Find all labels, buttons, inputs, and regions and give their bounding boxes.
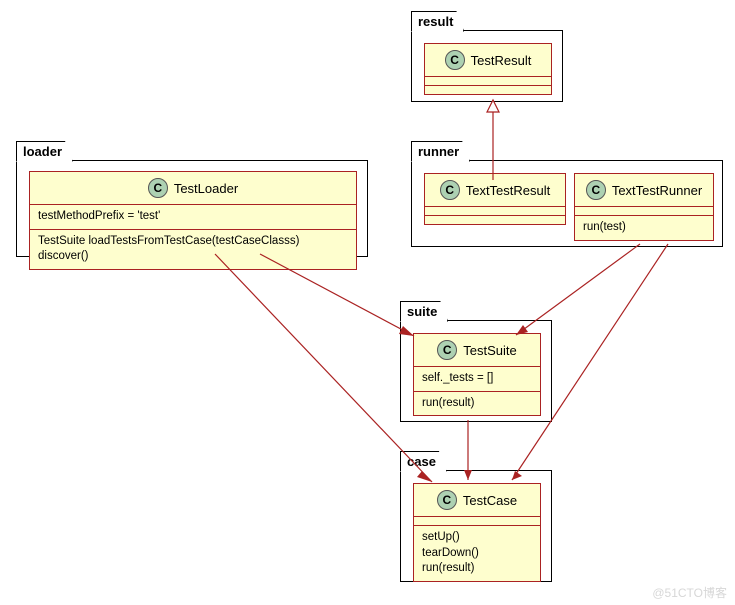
package-case: case C TestCase setUp() tearDown() run(r… xyxy=(400,470,552,582)
package-runner: runner C TextTestResult C TextTestRunner… xyxy=(411,160,723,247)
method: setUp() xyxy=(422,530,532,546)
package-tab: result xyxy=(411,11,464,32)
package-tab: suite xyxy=(400,301,448,322)
class-icon: C xyxy=(437,490,457,510)
class-section-empty xyxy=(425,86,551,94)
class-texttestresult: C TextTestResult xyxy=(424,173,566,225)
class-header: C TestSuite xyxy=(414,334,540,367)
package-loader: loader C TestLoader testMethodPrefix = '… xyxy=(16,160,368,257)
class-attrs: self._tests = [] xyxy=(414,367,540,392)
method: run(result) xyxy=(422,561,532,577)
class-header: C TextTestRunner xyxy=(575,174,713,207)
watermark: @51CTO博客 xyxy=(652,584,727,601)
package-result: result C TestResult xyxy=(411,30,563,102)
class-testloader: C TestLoader testMethodPrefix = 'test' T… xyxy=(29,171,357,270)
package-tab: runner xyxy=(411,141,470,162)
method: tearDown() xyxy=(422,546,532,562)
class-texttestrunner: C TextTestRunner run(test) xyxy=(574,173,714,241)
class-methods: run(result) xyxy=(414,392,540,416)
method: discover() xyxy=(38,249,348,265)
class-name: TestCase xyxy=(463,493,517,508)
class-icon: C xyxy=(148,178,168,198)
package-tab: case xyxy=(400,451,447,472)
class-header: C TestLoader xyxy=(30,172,356,205)
class-testresult: C TestResult xyxy=(424,43,552,95)
class-header: C TestCase xyxy=(414,484,540,517)
class-icon: C xyxy=(440,180,460,200)
class-name: TestLoader xyxy=(174,181,238,196)
class-testsuite: C TestSuite self._tests = [] run(result) xyxy=(413,333,541,416)
class-testcase: C TestCase setUp() tearDown() run(result… xyxy=(413,483,541,582)
class-header: C TestResult xyxy=(425,44,551,77)
class-section-empty xyxy=(425,216,565,224)
relationship-arrows xyxy=(0,0,735,605)
method: TestSuite loadTestsFromTestCase(testCase… xyxy=(38,234,348,250)
class-section-empty xyxy=(575,207,713,216)
class-icon: C xyxy=(445,50,465,70)
class-methods: TestSuite loadTestsFromTestCase(testCase… xyxy=(30,230,356,269)
package-suite: suite C TestSuite self._tests = [] run(r… xyxy=(400,320,552,422)
class-methods: run(test) xyxy=(575,216,713,240)
class-name: TestResult xyxy=(471,53,532,68)
class-section-empty xyxy=(414,517,540,526)
package-tab: loader xyxy=(16,141,73,162)
class-attrs: testMethodPrefix = 'test' xyxy=(30,205,356,230)
class-section-empty xyxy=(425,207,565,216)
class-name: TextTestResult xyxy=(466,183,551,198)
class-name: TextTestRunner xyxy=(612,183,702,198)
class-icon: C xyxy=(586,180,606,200)
class-section-empty xyxy=(425,77,551,86)
class-icon: C xyxy=(437,340,457,360)
class-header: C TextTestResult xyxy=(425,174,565,207)
class-name: TestSuite xyxy=(463,343,516,358)
class-methods: setUp() tearDown() run(result) xyxy=(414,526,540,581)
